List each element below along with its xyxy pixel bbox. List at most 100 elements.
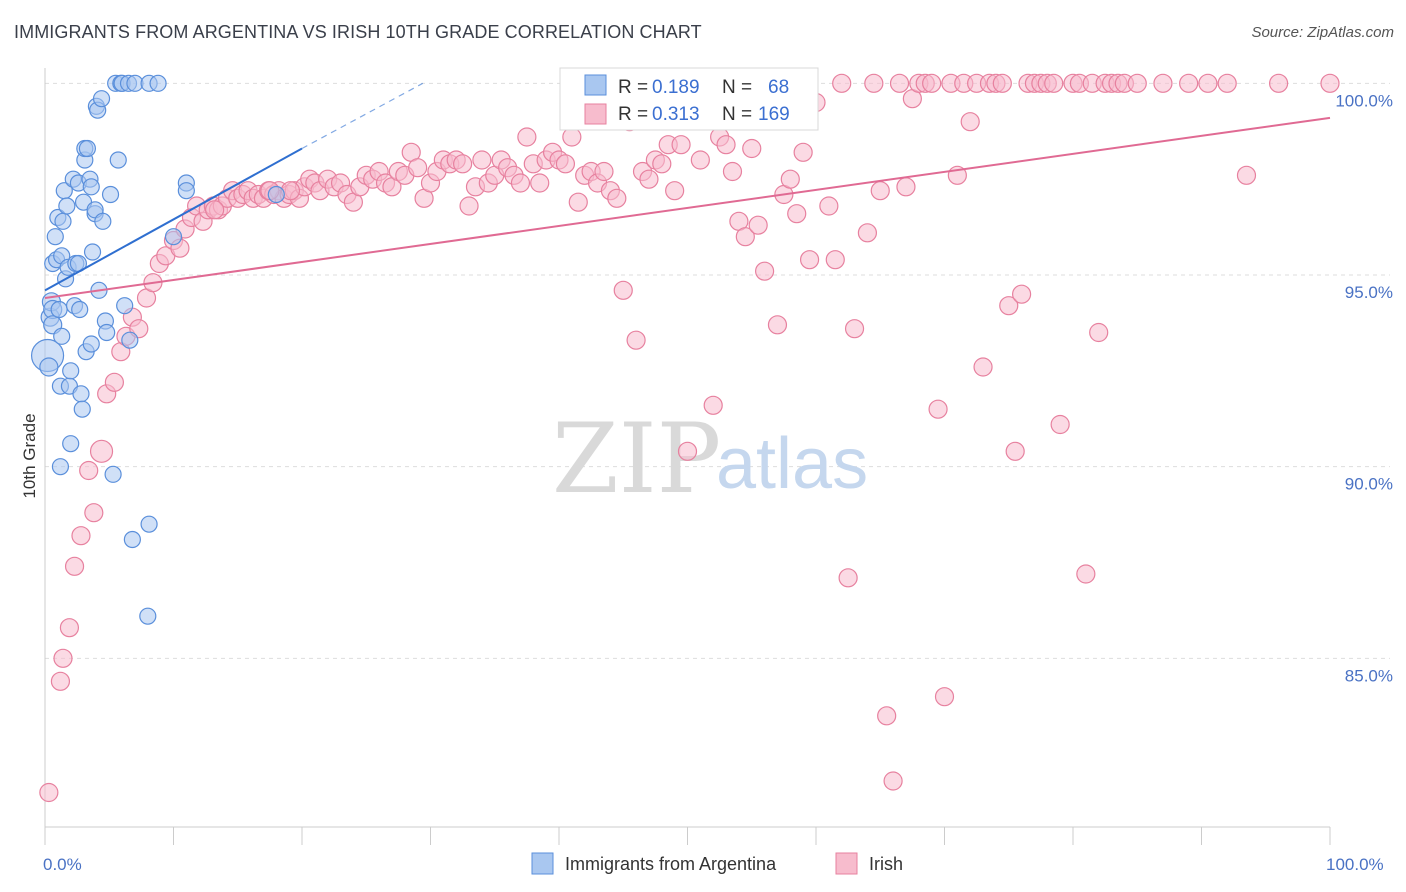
irish-point: [510, 173, 531, 193]
argentina-point: [82, 178, 100, 196]
irish-point: [1179, 73, 1199, 93]
irish-point: [1320, 73, 1340, 93]
irish-point: [39, 782, 59, 803]
argentina-point: [139, 607, 157, 625]
irish-point: [999, 296, 1019, 316]
x-tick-marks: [44, 827, 1331, 845]
irish-point: [973, 357, 993, 377]
argentina-point: [94, 212, 112, 230]
irish-point: [870, 181, 890, 201]
argentina-point: [164, 228, 183, 246]
irish-point: [1217, 73, 1237, 93]
irish-point: [408, 158, 428, 178]
argentina-point: [121, 331, 139, 349]
irish-point: [104, 372, 124, 392]
argentina-point: [101, 185, 120, 204]
legend-r-value-irish: 0.313: [652, 104, 700, 125]
legend-n-label-irish: N =: [722, 104, 752, 125]
irish-point: [205, 200, 225, 220]
irish-point: [1236, 165, 1257, 185]
irish-point: [1089, 322, 1109, 343]
irish-point: [877, 706, 897, 726]
irish-point: [992, 73, 1012, 93]
irish-point: [793, 142, 813, 162]
irish-point: [819, 196, 839, 216]
irish-point: [934, 687, 955, 707]
argentina-point: [62, 435, 80, 453]
legend-r-value-argentina: 0.189: [652, 77, 700, 98]
grid-lines: [45, 82, 1390, 659]
irish-point: [1153, 73, 1173, 93]
irish-point: [889, 73, 910, 93]
argentina-point: [109, 151, 127, 169]
bottom-legend-swatch-argentina: [531, 852, 554, 875]
irish-point: [665, 181, 685, 201]
irish-point: [50, 671, 71, 691]
irish-point: [1044, 73, 1064, 93]
irish-point: [960, 112, 980, 132]
x-tick-label-min: 0.0%: [43, 855, 82, 874]
trend-lines: [44, 82, 1331, 299]
irish-point: [71, 526, 91, 546]
irish-point: [767, 315, 788, 335]
irish-point: [472, 150, 492, 170]
legend-n-value-irish: 169: [758, 104, 790, 125]
argentina-point: [104, 465, 122, 483]
argentina-point: [73, 400, 91, 418]
argentina-point: [54, 212, 72, 230]
irish-point: [677, 441, 698, 461]
y-tick-labels: 100.0% 95.0% 90.0% 85.0%: [1335, 91, 1393, 685]
irish-point: [896, 177, 916, 197]
irish-point: [1050, 414, 1070, 435]
irish-point: [1005, 441, 1025, 461]
irish-point: [825, 250, 845, 270]
irish-point: [716, 135, 736, 155]
y-tick-label: 100.0%: [1335, 91, 1393, 110]
y-axis-label: 10th Grade: [20, 413, 39, 498]
irish-point: [864, 73, 884, 93]
irish-point: [607, 188, 627, 208]
bottom-legend: Immigrants from Argentina Irish: [531, 852, 903, 875]
irish-point: [857, 223, 878, 243]
irish-point: [690, 150, 710, 170]
chart-title: IMMIGRANTS FROM ARGENTINA VS IRISH 10TH …: [14, 22, 702, 42]
irish-point: [626, 330, 646, 350]
irish-point: [1198, 73, 1218, 93]
irish-point: [568, 192, 588, 212]
irish-point: [832, 73, 852, 93]
x-tick-label-max: 100.0%: [1326, 855, 1384, 874]
irish-point: [594, 161, 614, 182]
irish-point: [530, 173, 550, 193]
bottom-legend-label-argentina: Immigrants from Argentina: [565, 854, 777, 874]
argentina-point: [123, 530, 141, 549]
watermark-atlas: atlas: [716, 424, 868, 504]
argentina-point: [58, 197, 76, 215]
legend-r-label-argentina: R =: [618, 77, 648, 98]
argentina-point: [177, 182, 195, 200]
chart-source: Source: ZipAtlas.com: [1251, 24, 1394, 41]
argentina-point: [50, 300, 68, 319]
argentina-point: [82, 335, 100, 353]
argentina-point: [149, 74, 167, 92]
argentina-point: [83, 243, 102, 261]
argentina-point: [53, 327, 71, 345]
irish-point: [742, 138, 762, 159]
irish-point: [1076, 564, 1096, 584]
legend-r-label-irish: R =: [618, 104, 648, 125]
argentina-point: [98, 323, 116, 342]
legend-n-value-argentina: 68: [768, 77, 789, 98]
irish-point: [517, 127, 537, 147]
argentina-point: [267, 185, 285, 204]
irish-point: [1127, 73, 1147, 93]
irish-point: [838, 568, 858, 588]
irish-point: [453, 154, 473, 174]
argentina-trend-line: [44, 147, 303, 292]
watermark-zip: ZIP: [552, 403, 721, 515]
irish-point: [79, 460, 99, 481]
irish-point: [53, 648, 73, 668]
irish-point: [562, 127, 582, 147]
irish-point: [639, 169, 659, 189]
irish-point: [89, 439, 114, 463]
argentina-trend-extension: [301, 82, 424, 150]
